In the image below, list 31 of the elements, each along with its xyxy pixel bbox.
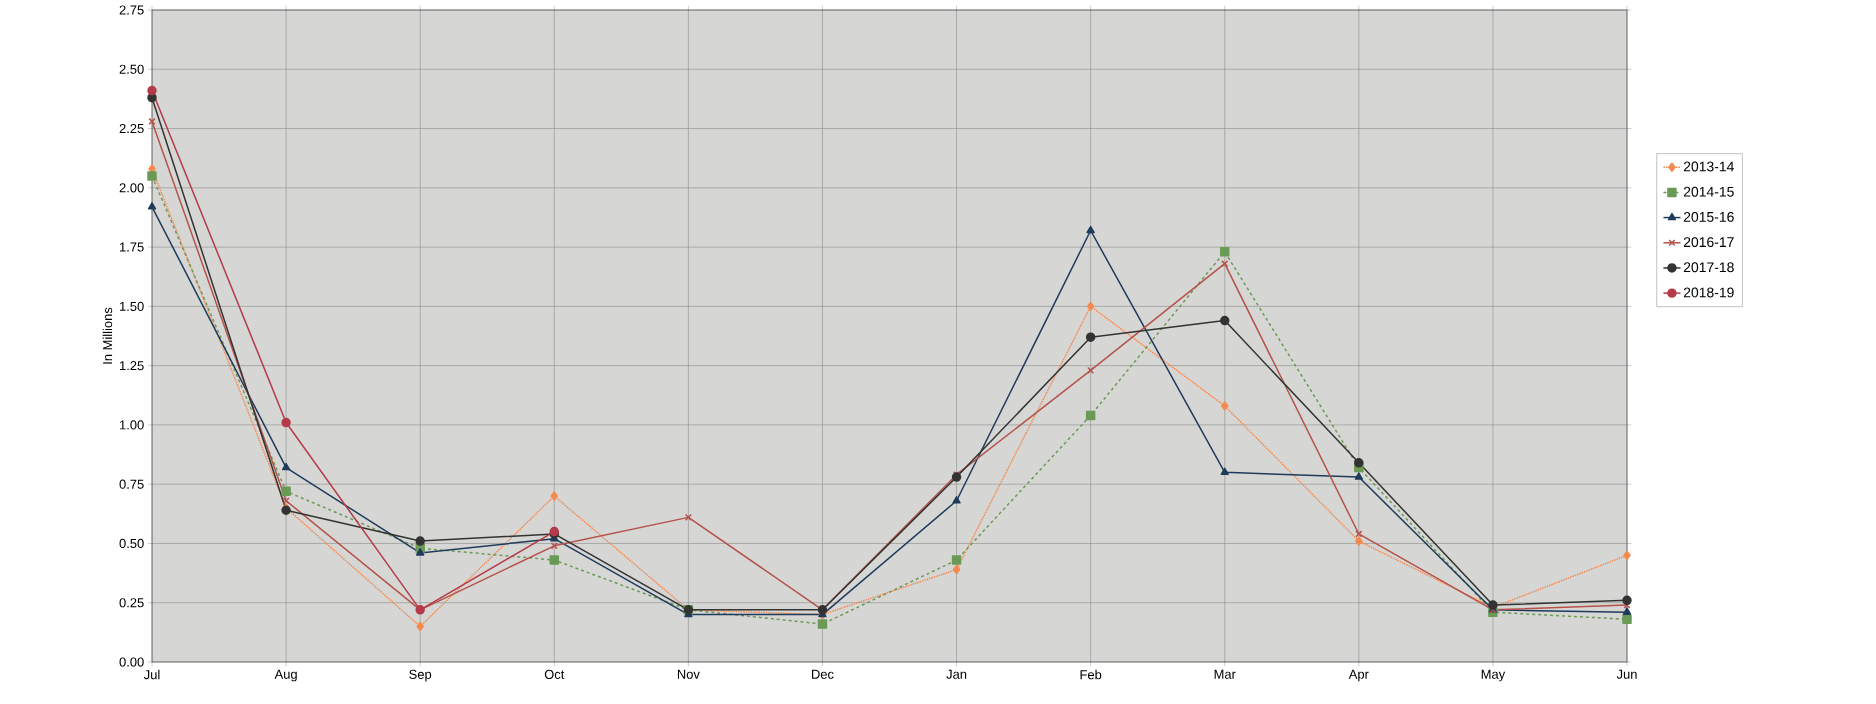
y-tick-label: 0.50	[119, 538, 144, 549]
y-tick-label: 2.00	[119, 183, 144, 193]
y-axis-title: In Millions	[102, 307, 113, 364]
x-tick-label: Jun	[1616, 669, 1637, 679]
legend-label: 2013-14	[1683, 161, 1734, 172]
x-tick-label: Feb	[1080, 669, 1102, 680]
y-tick-label: 1.00	[120, 420, 144, 430]
y-tick-label: 1.25	[120, 361, 144, 371]
legend-label: 2017-18	[1683, 262, 1734, 273]
x-tick-label: Oct	[544, 669, 565, 679]
y-tick-label: 2.50	[119, 64, 144, 74]
y-tick-label: 0.75	[119, 479, 144, 489]
x-tick-label: Nov	[677, 669, 700, 679]
x-tick-label: Jul	[143, 669, 160, 680]
y-tick-label: 1.50	[120, 301, 144, 311]
y-tick-label: 0.25	[119, 598, 144, 608]
legend-label: 2014-15	[1683, 186, 1734, 197]
legend-label: 2016-17	[1683, 237, 1734, 248]
y-tick-label: 2.75	[119, 5, 144, 15]
x-tick-label: Dec	[812, 669, 834, 679]
x-tick-label: Jan	[946, 669, 967, 679]
x-tick-label: Apr	[1348, 669, 1369, 682]
x-tick-label: May	[1481, 669, 1506, 682]
y-tick-label: 1.75	[120, 242, 144, 252]
x-tick-label: Aug	[274, 669, 297, 682]
y-tick-label: 2.25	[119, 123, 144, 134]
legend-label: 2015-16	[1683, 211, 1734, 222]
y-tick-label: 0.00	[119, 657, 144, 667]
x-tick-label: Mar	[1214, 669, 1236, 679]
legend-label: 2018-19	[1683, 287, 1734, 298]
x-tick-label: Sep	[409, 669, 432, 682]
